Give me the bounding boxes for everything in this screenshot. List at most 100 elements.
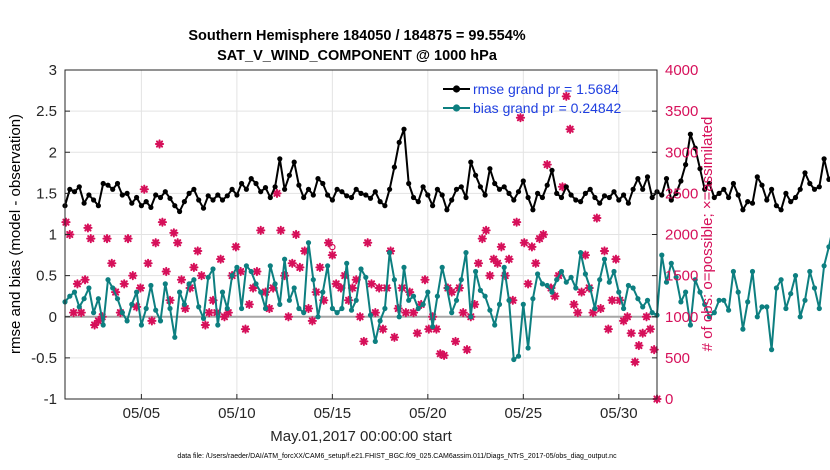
rmse-point xyxy=(544,182,550,188)
bias-point xyxy=(678,299,684,305)
rmse-point xyxy=(592,194,598,201)
bias-point xyxy=(191,277,197,283)
obs-assimilated-marker xyxy=(151,238,161,248)
rmse-point xyxy=(477,184,483,190)
obs-marker-stroke xyxy=(631,358,639,366)
bias-point xyxy=(482,293,488,299)
rmse-point xyxy=(558,194,565,201)
obs-assimilated-marker xyxy=(351,275,361,285)
obs-marker-stroke xyxy=(292,230,300,239)
rmse-point xyxy=(616,197,622,203)
obs-marker-stroke xyxy=(84,224,92,232)
obs-marker-stroke xyxy=(486,272,494,280)
obs-assimilated-marker xyxy=(515,113,526,123)
obs-marker-stroke xyxy=(296,263,304,271)
rmse-point xyxy=(334,186,340,192)
obs-marker-stroke xyxy=(81,276,89,284)
obs-assimilated-marker xyxy=(307,316,317,326)
rmse-point xyxy=(663,176,670,182)
bias-point xyxy=(554,277,560,283)
rmse-point xyxy=(463,194,469,201)
rmse-point xyxy=(792,194,799,201)
bias-point xyxy=(463,250,469,256)
rmse-point xyxy=(554,190,560,196)
obs-assimilated-marker xyxy=(244,299,254,310)
bias-point xyxy=(621,305,627,312)
rmse-point xyxy=(148,204,154,210)
bias-point xyxy=(425,289,431,295)
obs-marker-stroke xyxy=(273,189,281,197)
y-right-tick-label: 2500 xyxy=(665,185,698,202)
bias-point xyxy=(105,277,111,283)
rmse-point xyxy=(449,197,455,203)
obs-marker-stroke xyxy=(646,325,654,333)
bias-point xyxy=(692,277,698,283)
obs-marker-stroke xyxy=(155,140,164,148)
rmse-point xyxy=(91,197,97,203)
bias-point xyxy=(253,281,259,287)
bias-point xyxy=(157,318,164,324)
bias-point xyxy=(239,305,245,312)
obs-marker-stroke xyxy=(337,284,345,292)
rmse-point xyxy=(444,207,450,213)
obs-assimilated-marker xyxy=(412,328,422,338)
obs-assimilated-marker xyxy=(366,279,377,289)
rmse-point xyxy=(134,194,140,201)
x-axis-ticks: 05/05 05/10 05/15 05/20 05/25 05/30 xyxy=(123,394,638,422)
bias-point xyxy=(258,289,264,295)
obs-assimilated-marker xyxy=(295,262,305,272)
rmse-point xyxy=(181,199,187,205)
bias-point xyxy=(67,293,73,299)
bias-point xyxy=(649,310,655,316)
rmse-point xyxy=(769,186,775,192)
obs-marker-stroke xyxy=(152,239,160,247)
obs-assimilated-marker xyxy=(389,332,400,342)
bias-point xyxy=(711,310,717,316)
y-axis-label-right: # of obs: o=possible; ×=assimilated xyxy=(699,117,716,352)
x-tick-label: 05/25 xyxy=(505,405,543,422)
obs-marker-stroke xyxy=(642,313,651,321)
obs-assimilated-marker xyxy=(496,242,506,252)
obs-marker-stroke xyxy=(375,284,383,292)
rmse-point xyxy=(482,192,488,198)
obs-assimilated-marker xyxy=(189,262,199,272)
rmse-point xyxy=(114,180,121,187)
bias-point xyxy=(611,268,617,275)
bias-point xyxy=(687,322,694,328)
bias-point xyxy=(196,304,202,310)
obs-marker-stroke xyxy=(451,337,460,346)
rmse-point xyxy=(630,186,636,192)
bias-point xyxy=(219,289,226,295)
rmse-point xyxy=(649,194,655,201)
bias-point xyxy=(262,305,269,312)
obs-assimilated-marker xyxy=(143,258,153,268)
bias-point xyxy=(578,250,584,256)
rmse-point xyxy=(601,193,608,199)
obs-marker-stroke xyxy=(62,218,70,226)
rmse-point xyxy=(773,203,780,209)
x-tick-label: 05/30 xyxy=(600,405,638,422)
obs-marker-stroke xyxy=(328,251,336,259)
obs-marker-stroke xyxy=(352,276,360,284)
obs-marker-stroke xyxy=(448,288,456,296)
bias-point xyxy=(630,285,636,291)
rmse-point xyxy=(673,190,679,196)
y-tick-label: 0.5 xyxy=(36,268,57,285)
obs-marker-stroke xyxy=(440,351,448,359)
obs-marker-stroke xyxy=(158,218,166,226)
rmse-point xyxy=(262,185,269,191)
obs-assimilated-marker xyxy=(477,234,487,244)
obs-assimilated-marker xyxy=(523,279,533,289)
bias-point xyxy=(807,268,813,275)
bias-point xyxy=(606,279,612,285)
x-tick-label: 05/10 xyxy=(218,405,256,422)
bias-point xyxy=(826,244,830,250)
rmse-point xyxy=(296,182,302,188)
obs-marker-stroke xyxy=(120,280,128,288)
bias-point xyxy=(625,282,632,289)
rmse-point xyxy=(764,197,770,203)
obs-marker-stroke xyxy=(539,230,547,239)
obs-assimilated-marker xyxy=(256,225,266,235)
obs-marker-stroke xyxy=(543,160,551,169)
obs-assimilated-marker xyxy=(80,275,90,285)
